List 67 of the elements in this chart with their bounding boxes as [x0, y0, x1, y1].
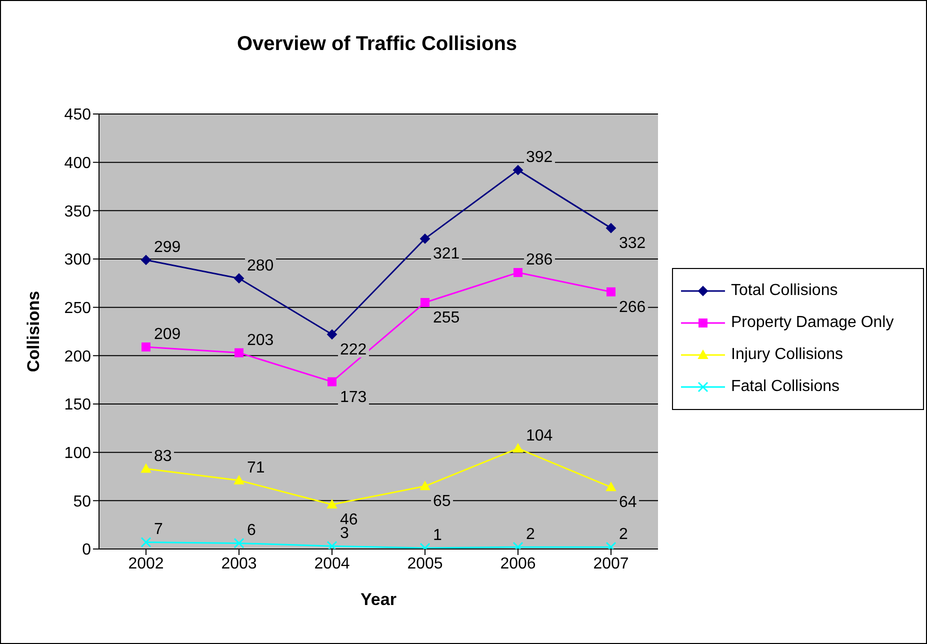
y-tick-label: 350: [64, 203, 92, 220]
point: [141, 254, 151, 265]
legend-label: Injury Collisions: [731, 346, 844, 364]
legend-label: Fatal Collisions: [731, 378, 840, 396]
data-label: 392: [526, 149, 553, 166]
data-label: 222: [340, 341, 367, 358]
point: [420, 481, 430, 490]
data-label: 6: [247, 522, 256, 540]
data-label: 209: [154, 326, 181, 343]
x-tick-label: 2004: [314, 555, 350, 572]
data-label: 65: [433, 493, 451, 510]
data-label: 299: [154, 238, 181, 256]
y-tick-label: 50: [73, 493, 92, 510]
point: [326, 540, 338, 549]
point: [327, 500, 337, 509]
y-tick-label: 400: [64, 155, 92, 172]
point: [328, 377, 336, 386]
data-label: 321: [433, 246, 460, 263]
data-label: 173: [340, 388, 367, 406]
chart-title: Overview of Traffic Collisions: [236, 33, 518, 56]
point: [141, 464, 151, 473]
y-axis-title: Collisions: [24, 290, 44, 372]
point: [420, 234, 430, 244]
x-tick-label: 2003: [221, 555, 257, 572]
y-tick-label: 150: [64, 396, 92, 414]
data-label: 203: [247, 332, 274, 349]
data-label: 2: [526, 526, 535, 544]
y-tick-label: 450: [64, 106, 92, 124]
point: [234, 475, 244, 484]
point: [514, 268, 522, 278]
x-tick-label: 2002: [128, 555, 164, 572]
x-tick-label: 2006: [500, 555, 536, 572]
y-tick-label: 0: [82, 542, 92, 559]
legend-label: Property Damage Only: [731, 314, 894, 332]
point: [606, 223, 616, 234]
y-tick-label: 100: [64, 445, 92, 462]
x-axis-title: Year: [360, 590, 397, 609]
point: [606, 287, 616, 296]
data-label: 266: [619, 298, 646, 316]
point: [234, 538, 244, 548]
data-label: 71: [247, 459, 265, 476]
x-tick-label: 2007: [593, 555, 629, 572]
y-tick-label: 250: [64, 300, 92, 318]
data-label: 83: [154, 448, 172, 465]
data-label: 1: [433, 527, 442, 544]
point: [513, 165, 523, 176]
point: [142, 342, 150, 352]
legend-label: Total Collisions: [731, 282, 838, 300]
data-label: 286: [526, 252, 553, 269]
point: [327, 329, 337, 340]
data-label: 332: [619, 235, 646, 252]
data-label: 3: [340, 525, 349, 542]
point: [513, 443, 523, 452]
data-label: 280: [247, 257, 274, 274]
data-label: 64: [619, 494, 637, 512]
point: [234, 273, 244, 284]
y-tick-label: 300: [64, 252, 92, 269]
x-tick-label: 2005: [407, 555, 443, 572]
data-label: 2: [619, 526, 628, 544]
data-label: 7: [154, 521, 163, 538]
data-label: 104: [526, 427, 553, 444]
point: [140, 536, 152, 548]
point: [420, 298, 430, 307]
point: [234, 348, 244, 358]
point: [606, 482, 616, 492]
y-tick-label: 200: [64, 348, 92, 366]
data-label: 255: [433, 310, 460, 326]
